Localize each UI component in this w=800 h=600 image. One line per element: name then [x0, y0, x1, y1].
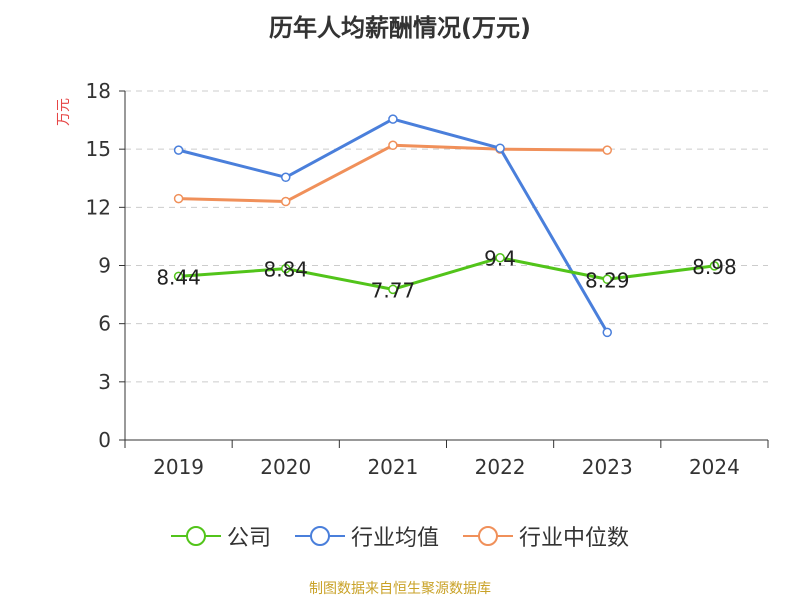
series-line-0: [178, 256, 715, 291]
legend-swatch-industry-mean: [294, 526, 345, 546]
legend-item-industry-mean[interactable]: 行业均值: [294, 520, 439, 552]
x-tick-label: 2020: [260, 455, 311, 479]
x-tick-label: 2024: [689, 455, 740, 479]
data-point-2: [173, 193, 184, 204]
data-point-1: [388, 114, 398, 124]
legend-label-industry-mean: 行业均值: [350, 526, 439, 551]
y-tick-label: 18: [86, 79, 111, 103]
x-tick-label: 2023: [582, 455, 633, 479]
legend-item-company[interactable]: 公司: [170, 520, 271, 552]
data-point-2: [602, 145, 612, 155]
y-tick-label: 6: [98, 312, 111, 336]
y-tick-label: 3: [98, 370, 111, 394]
data-label: 9.4: [484, 247, 516, 271]
data-point-2: [281, 196, 291, 207]
data-point-1: [495, 143, 505, 153]
data-label: 7.77: [371, 278, 416, 302]
data-point-0: [388, 284, 398, 295]
data-label: 8.29: [585, 268, 630, 292]
x-tick-label: 2019: [153, 455, 204, 479]
y-tick-label: 0: [98, 428, 111, 452]
data-point-1: [173, 145, 184, 155]
chart-legend: 公司 行业均值 行业中位数: [0, 520, 800, 552]
data-label: 8.98: [692, 255, 737, 279]
data-point-0: [495, 252, 505, 263]
legend-swatch-company: [170, 526, 221, 546]
data-point-0: [602, 274, 612, 285]
data-point-0: [281, 263, 291, 274]
legend-item-industry-median[interactable]: 行业中位数: [463, 520, 629, 552]
legend-swatch-industry-median: [463, 526, 513, 546]
y-tick-label: 12: [86, 195, 111, 219]
data-source-note: 制图数据来自恒生聚源数据库: [309, 581, 491, 597]
x-tick-label: 2022: [475, 455, 526, 479]
series-line-2: [178, 143, 608, 204]
chart-title: 历年人均薪酬情况(万元): [269, 14, 531, 42]
legend-label-company: 公司: [226, 526, 271, 551]
data-point-2: [388, 140, 398, 151]
data-point-1: [602, 327, 612, 338]
data-point-1: [281, 172, 291, 183]
x-tick-label: 2021: [367, 455, 418, 479]
y-tick-label: 15: [86, 137, 111, 161]
data-label: 8.44: [156, 265, 201, 289]
data-label: 8.84: [263, 258, 308, 282]
data-point-0: [173, 271, 184, 282]
y-tick-label: 9: [98, 254, 111, 278]
data-point-0: [709, 261, 720, 271]
legend-label-industry-median: 行业中位数: [519, 526, 630, 551]
